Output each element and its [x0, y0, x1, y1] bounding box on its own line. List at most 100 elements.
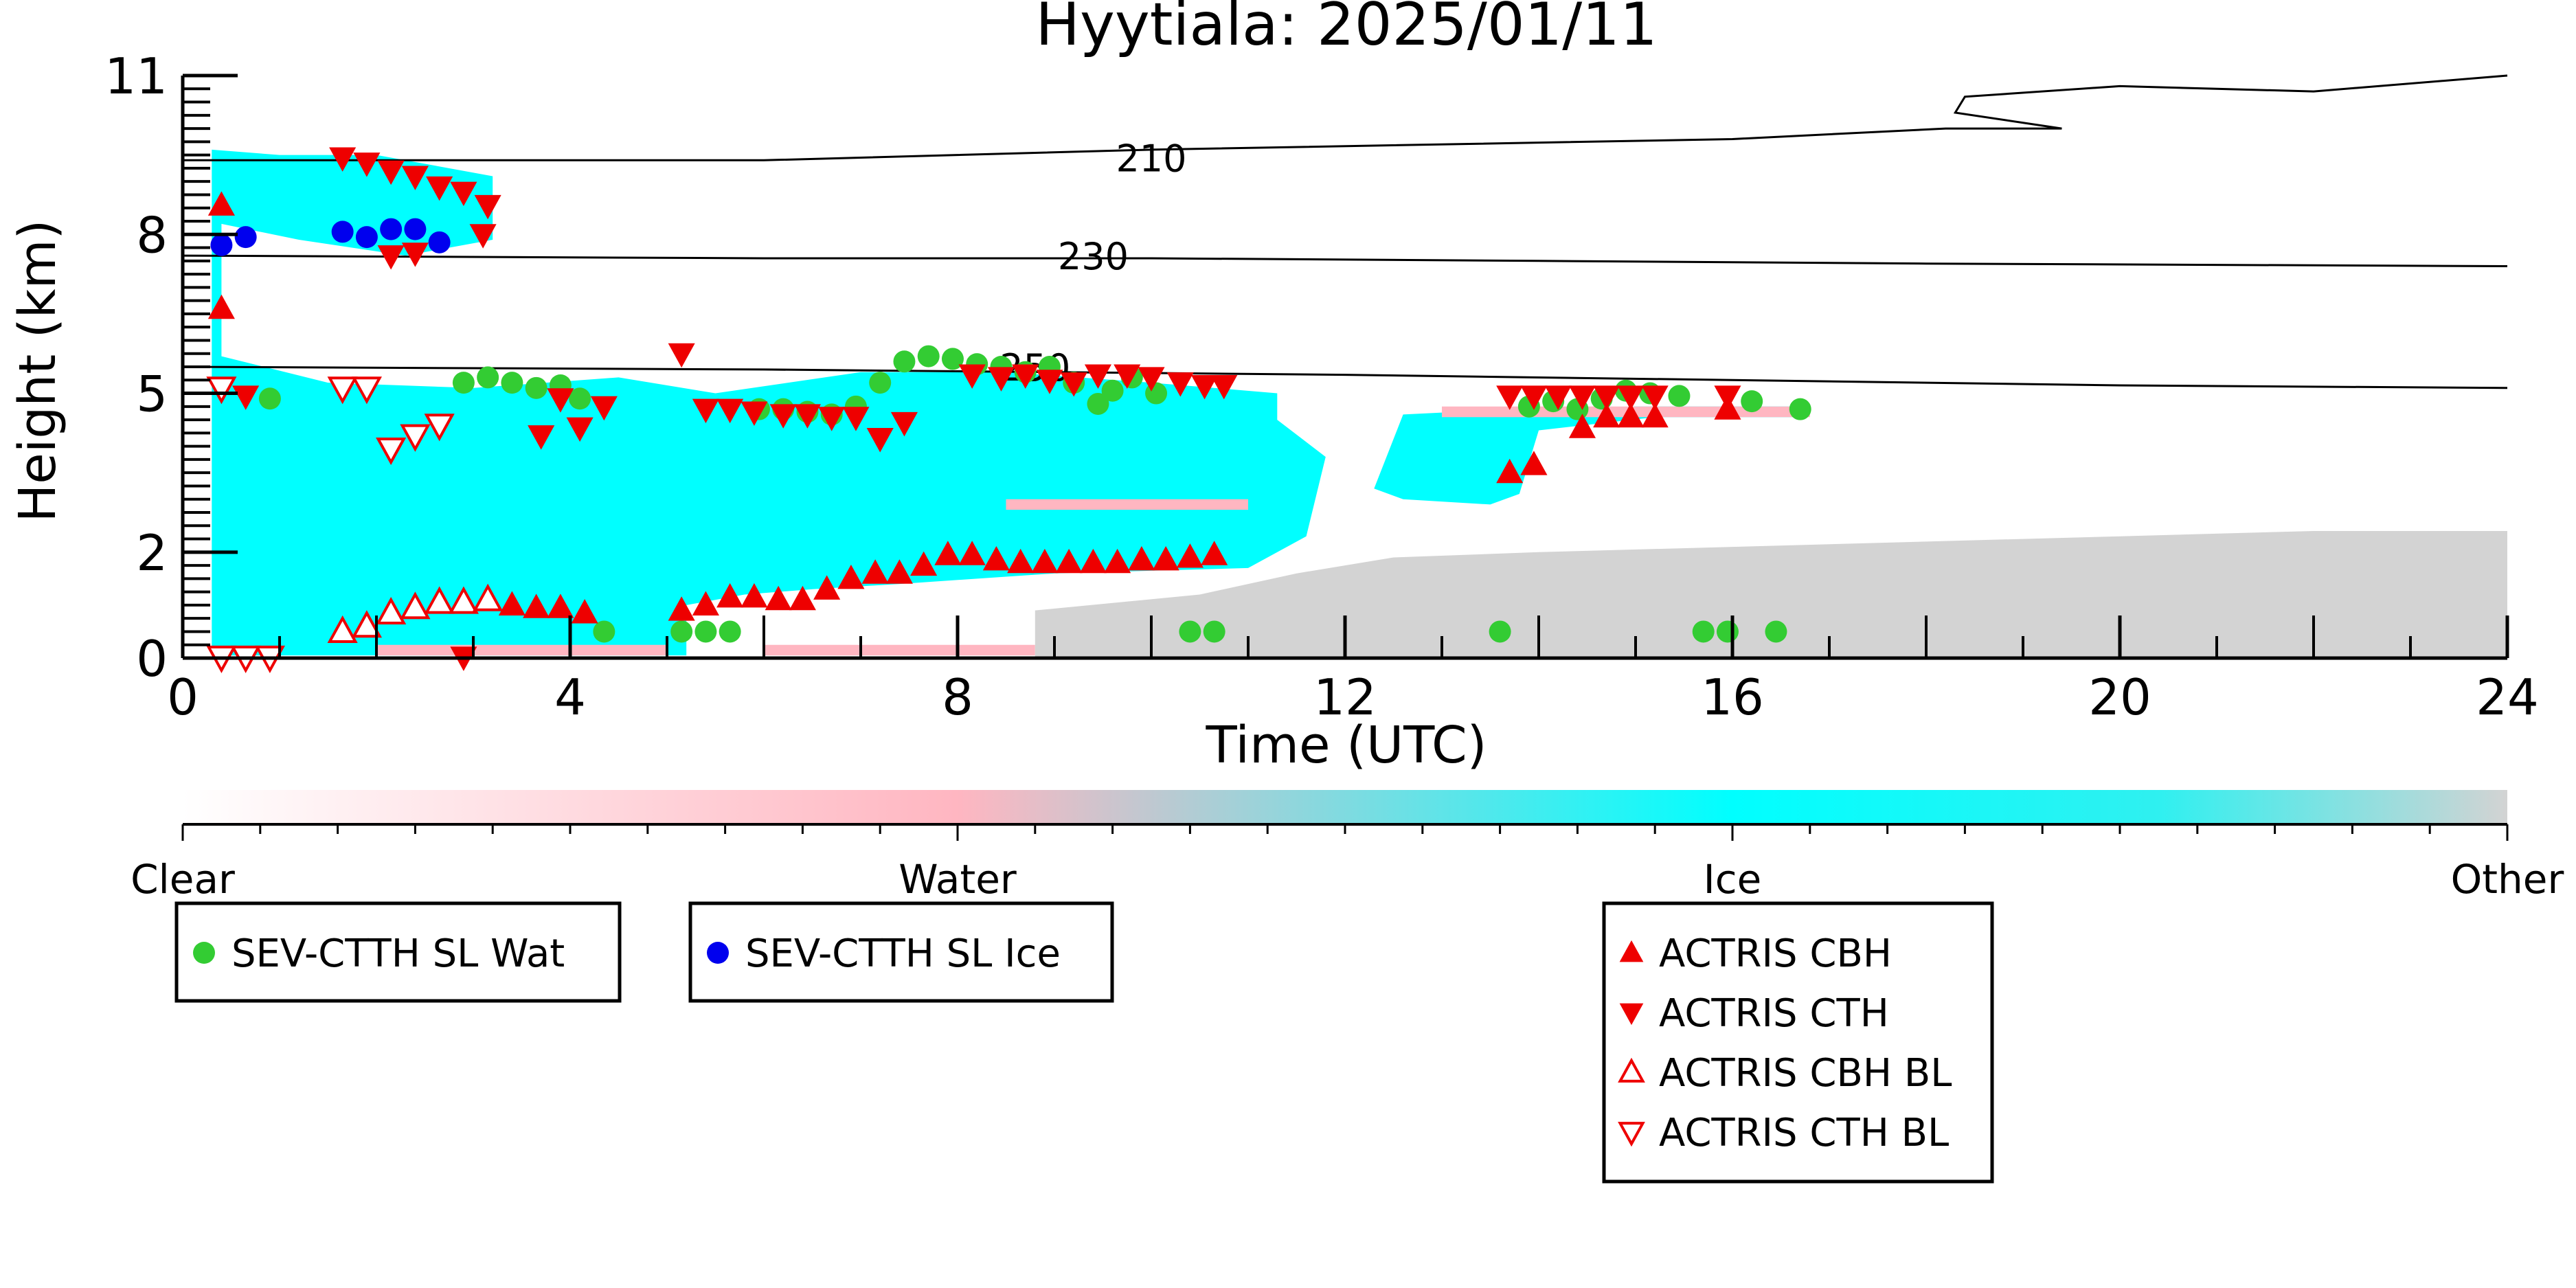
point-actris-cth [1138, 367, 1165, 392]
point-actris-cbh [1055, 548, 1083, 574]
point-actris-cbh [885, 559, 913, 584]
point-actris-cbh-bl [376, 596, 407, 625]
point-sev-ctth-sl-wat [893, 350, 916, 373]
point-actris-cth-bl [424, 414, 455, 442]
point-sev-ctth-sl-ice [404, 218, 427, 240]
point-actris-cth [890, 411, 918, 437]
y-tick-label: 11 [104, 47, 168, 105]
point-actris-cth [1012, 364, 1039, 389]
point-actris-cbh [571, 599, 598, 624]
point-actris-cbh [837, 564, 865, 589]
y-tick-label: 0 [136, 630, 168, 688]
point-actris-cth [769, 404, 797, 429]
point-sev-ctth-sl-wat [1668, 385, 1691, 407]
legend-label: ACTRIS CTH [1659, 991, 1889, 1036]
point-actris-cth-bl [351, 376, 382, 405]
point-actris-cth [1496, 385, 1524, 410]
x-tick-label: 16 [1701, 668, 1764, 726]
point-sev-ctth-sl-wat [593, 620, 615, 643]
plot-area: 21023025002581104812162024 [104, 47, 2538, 726]
point-actris-cth [1641, 385, 1669, 410]
region-ice-0 [212, 149, 1326, 656]
point-actris-cth [1191, 374, 1219, 400]
y-tick-label: 8 [136, 206, 168, 264]
point-actris-cbh-bl [473, 583, 504, 611]
legend-marker [193, 942, 215, 964]
colorbar-bar [183, 790, 2507, 824]
point-sev-ctth-sl-wat [1087, 392, 1109, 415]
point-actris-cth [590, 396, 618, 421]
point-actris-cth [474, 194, 501, 220]
contour-label-230: 230 [1058, 235, 1129, 278]
point-actris-cth-bl [206, 376, 237, 405]
x-tick-label: 24 [2476, 668, 2539, 726]
colorbar-label: Clear [131, 856, 235, 903]
x-tick-label: 4 [554, 668, 586, 726]
contour-line-210 [183, 74, 2508, 161]
point-actris-cth [469, 224, 497, 249]
point-actris-cth [1617, 385, 1645, 410]
point-actris-cbh [1641, 403, 1669, 428]
point-actris-cth [1568, 385, 1596, 410]
point-sev-ctth-sl-wat [258, 387, 281, 410]
point-actris-cth [1210, 374, 1238, 400]
legend-marker [707, 942, 729, 964]
legends: SEV-CTTH SL Wat SEV-CTTH SL Ice ACTRIS CBH… [174, 901, 1994, 1184]
point-actris-cth [566, 417, 594, 442]
point-sev-ctth-sl-wat [501, 372, 523, 394]
point-actris-cbh [1031, 548, 1059, 574]
legend-label: ACTRIS CTH BL [1659, 1111, 1949, 1155]
point-actris-cbh [716, 583, 744, 608]
point-actris-cbh [1617, 403, 1645, 428]
point-actris-cbh [741, 583, 768, 608]
point-actris-cbh [1520, 451, 1548, 475]
point-actris-cbh [1176, 543, 1204, 568]
point-actris-cbh [910, 551, 938, 576]
point-actris-cth [1714, 385, 1741, 410]
point-actris-cth [547, 388, 574, 413]
point-actris-cth [1060, 372, 1087, 397]
point-sev-ctth-sl-ice [380, 218, 403, 240]
point-actris-cth [426, 176, 453, 201]
y-tick-label: 5 [136, 365, 168, 423]
point-actris-cth-bl [376, 437, 407, 466]
point-actris-cth [1036, 370, 1063, 394]
point-actris-cth [1593, 385, 1620, 410]
point-actris-cth [692, 398, 719, 424]
point-sev-ctth-sl-wat [941, 348, 964, 370]
point-actris-cbh-bl [400, 591, 431, 620]
point-actris-cbh-bl [327, 615, 358, 643]
legend-marker [1619, 940, 1644, 962]
colorbar: Clear Water Ice Other [131, 790, 2564, 903]
contour-label-210: 210 [1116, 137, 1186, 180]
point-sev-ctth-sl-ice [234, 226, 257, 249]
point-actris-cbh [1593, 403, 1620, 428]
point-actris-cbh [498, 591, 526, 615]
point-sev-ctth-sl-ice [428, 231, 451, 253]
point-sev-ctth-sl-wat [1203, 620, 1225, 643]
point-actris-cth [958, 364, 986, 389]
point-actris-cbh [1496, 458, 1524, 484]
point-actris-cbh [1079, 548, 1107, 574]
point-sev-ctth-sl-wat [1489, 620, 1511, 643]
point-sev-ctth-sl-wat [719, 620, 741, 643]
point-actris-cbh [692, 591, 719, 615]
point-actris-cbh-bl [424, 586, 455, 614]
point-actris-cbh [668, 596, 695, 621]
point-actris-cbh [1007, 548, 1035, 574]
point-sev-ctth-sl-wat [1741, 390, 1763, 413]
point-actris-cth [232, 385, 260, 410]
point-actris-cbh [982, 545, 1010, 571]
point-actris-cbh [1104, 548, 1131, 574]
point-sev-ctth-sl-wat [1716, 620, 1739, 643]
point-actris-cbh [861, 559, 889, 584]
legend-label: ACTRIS CBH BL [1659, 1051, 1952, 1096]
x-tick-label: 0 [167, 668, 199, 726]
point-actris-cth [716, 398, 744, 424]
point-actris-cth [353, 152, 381, 177]
point-actris-cbh-bl [351, 610, 382, 638]
point-actris-cth [741, 401, 768, 426]
x-axis-label: Time (UTC) [1205, 716, 1487, 775]
point-actris-cbh [207, 191, 235, 216]
